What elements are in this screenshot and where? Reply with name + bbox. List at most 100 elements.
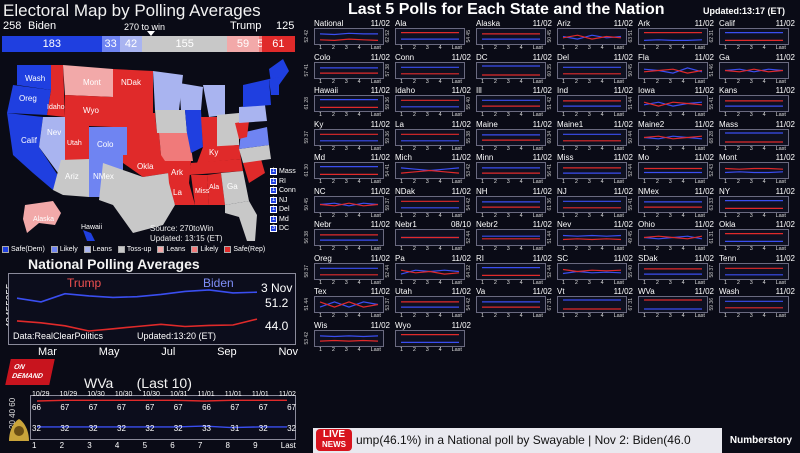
on-demand-badge[interactable]: ON DEMAND — [5, 359, 55, 385]
legend-swatch — [2, 246, 9, 253]
state-x-ticks: 1 2 3 4 Last — [643, 112, 705, 118]
state-poll-date: 11/02 — [613, 287, 633, 296]
state-x-ticks: 1 2 3 4 Last — [643, 45, 705, 51]
x-tick: 2 — [412, 246, 416, 252]
state-y-axis-label: 55 41 — [628, 197, 634, 211]
state-chart-frame — [314, 262, 384, 280]
x-tick: Last — [370, 179, 381, 185]
state-tenn — [189, 159, 243, 175]
month-tick: Jul — [161, 346, 176, 358]
state-name: Miss — [557, 153, 574, 162]
x-tick: 4 — [357, 78, 361, 85]
x-tick: Last — [613, 212, 624, 219]
state-poll-cell-maine2: Maine2 11/02 50 44 1 2 3 4 Last — [628, 120, 718, 154]
x-tick: Last — [532, 212, 543, 219]
state-chart-frame — [476, 229, 546, 246]
state-chart-svg — [320, 133, 378, 141]
state-okla — [123, 155, 169, 177]
biden-line — [643, 101, 703, 107]
wva-cell: 32 — [258, 424, 268, 433]
state-miss — [191, 175, 209, 205]
state-name: Wash — [719, 287, 740, 296]
state-poll-cell-ga: Ga 11/02 51 46 1 2 3 4 Last — [709, 53, 799, 87]
x-tick: 1 — [481, 179, 485, 185]
state-x-ticks: 1 2 3 4 Last — [319, 347, 381, 353]
state-name: Maine1 — [557, 119, 584, 129]
x-tick: 1 — [643, 78, 647, 85]
x-tick: 2 — [493, 279, 497, 286]
wva-cell: 3 — [87, 441, 92, 450]
x-tick: Last — [532, 112, 543, 118]
label-ala: Ala — [209, 184, 219, 191]
state-chart-frame — [638, 162, 708, 179]
trump-line — [562, 238, 622, 241]
polls-grid-title: Last 5 Polls for Each State and the Nati… — [348, 1, 665, 18]
label-idaho: Idaho — [47, 104, 65, 111]
state-chart-svg — [482, 133, 540, 141]
wva-cell: 32 — [117, 424, 126, 433]
state-poll-cell-fla: Fla 11/02 50 45 1 2 3 4 Last — [628, 53, 718, 87]
wva-x-ticks: 1 2 3 4 5 6 7 8 9 Last — [32, 441, 296, 450]
state-y-axis-label: 54 42 — [466, 298, 472, 311]
x-tick: 2 — [655, 78, 659, 85]
x-tick: 3 — [425, 212, 429, 219]
state-chart-frame — [557, 262, 627, 280]
x-tick: 3 — [506, 279, 510, 286]
x-tick: 2 — [574, 212, 578, 219]
x-tick: 1 — [481, 45, 485, 51]
x-tick: 2 — [412, 145, 416, 152]
wva-cell: 33 — [202, 424, 211, 433]
state-poll-date: 11/02 — [370, 119, 390, 129]
live-news-badge[interactable]: LIVE NEWS — [316, 429, 352, 451]
state-name: NMex — [638, 186, 659, 196]
state-name: Calif — [719, 19, 736, 28]
state-minn — [153, 71, 183, 110]
state-poll-cell-maine: Maine 11/02 55 38 1 2 3 4 Last — [466, 120, 556, 154]
x-tick: 1 — [400, 45, 404, 51]
state-x-ticks: 1 2 3 4 Last — [643, 79, 705, 85]
brand-name: Numberstory — [722, 428, 800, 453]
label-hawaii: Hawaii — [81, 224, 102, 231]
state-x-ticks: 1 2 3 4 Last — [643, 280, 705, 286]
biden-line — [319, 32, 378, 36]
x-tick: 2 — [412, 279, 416, 286]
state-chart-svg — [563, 299, 621, 310]
state-y-axis-label: 52 44 — [466, 231, 472, 244]
state-y-axis-label: 60 34 — [547, 130, 553, 144]
state-poll-cell-calif: Calif 11/02 62 31 1 2 3 4 Last — [709, 19, 799, 53]
state-y-axis-label: 63 33 — [709, 197, 715, 211]
wva-cell: 10/30 — [142, 391, 160, 398]
state-y-axis-label: 54 45 — [466, 30, 472, 43]
state-y-axis-label: 59 36 — [385, 97, 391, 110]
x-tick: 3 — [425, 145, 429, 152]
x-tick: Last — [370, 112, 381, 118]
state-poll-cell-ri: RI 11/02 64 32 1 2 3 4 Last — [466, 254, 556, 288]
state-y-axis-label: 55 40 — [466, 97, 472, 110]
state-chart-frame — [476, 296, 546, 313]
state-y-axis-label: 62 52 — [385, 30, 391, 43]
x-tick: 1 — [724, 279, 728, 286]
state-name: Mo — [638, 153, 650, 162]
state-y-axis-label: 56 41 — [547, 164, 553, 177]
biden-line — [643, 135, 703, 139]
x-tick: 2 — [736, 212, 740, 219]
state-poll-cell-nebr1: Nebr1 08/10 1 2 3 4 Last — [394, 220, 475, 254]
state-name: Mich — [395, 153, 412, 162]
state-x-ticks: 1 2 3 4 Last — [319, 112, 381, 118]
state-x-ticks: 1 2 3 4 Last — [562, 79, 624, 85]
x-tick: 3 — [425, 179, 429, 185]
biden-line — [562, 234, 622, 237]
state-name: NDak — [395, 186, 416, 196]
state-x-ticks: 1 2 3 4 Last — [481, 246, 543, 252]
state-chart-svg — [320, 234, 378, 241]
state-y-axis-label: 61 28 — [304, 97, 310, 110]
state-name: Ohio — [638, 220, 655, 229]
x-tick: 4 — [681, 246, 685, 252]
legend-swatch — [157, 246, 165, 253]
state-chart-frame — [395, 296, 465, 313]
x-tick: 4 — [357, 179, 361, 185]
state-name: Iowa — [638, 86, 655, 95]
state-name: Ariz — [557, 19, 571, 28]
map-updated-line: Updated: 13:15 (ET) — [150, 234, 223, 243]
biden-ev-total: 258 — [3, 20, 22, 32]
